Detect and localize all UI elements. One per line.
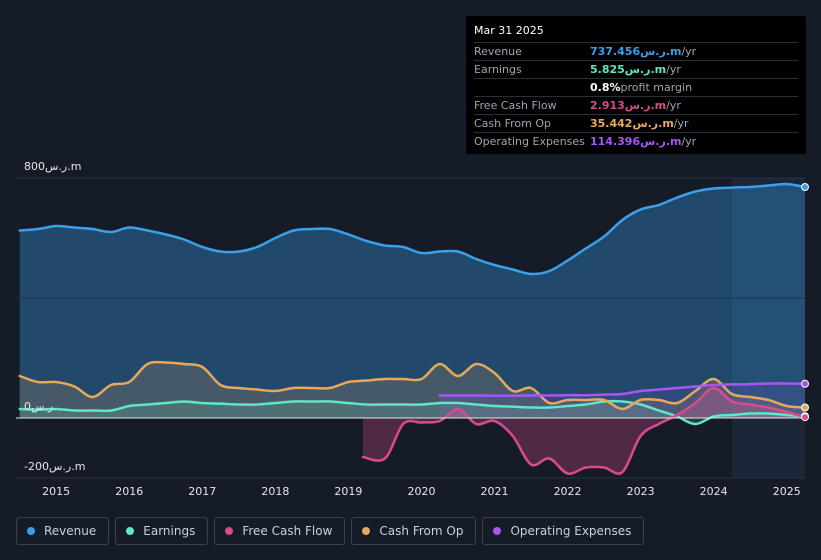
tooltip-label: Revenue xyxy=(474,45,522,58)
tooltip-row-revenue: Revenue 737.456ر.س.m /yr xyxy=(474,43,798,61)
tooltip-value: 2.913ر.س.m xyxy=(590,99,667,112)
tooltip-unit: /yr xyxy=(681,45,697,58)
y-axis-label-2: -200ر.س.m xyxy=(24,460,85,473)
earnings-area xyxy=(19,401,805,424)
y-axis-label-0: 800ر.س.m xyxy=(24,160,81,173)
legend-dot-icon xyxy=(225,527,234,535)
legend-dot-icon xyxy=(362,527,371,535)
legend-label: Operating Expenses xyxy=(510,524,632,538)
tooltip-row-operating-expenses: Operating Expenses 114.396ر.س.m /yr xyxy=(474,133,798,150)
tooltip-label: Cash From Op xyxy=(474,117,552,130)
tooltip-label: Free Cash Flow xyxy=(474,99,557,112)
revenue-line xyxy=(18,182,807,276)
legend-item-operating-expenses[interactable]: Operating Expenses xyxy=(482,517,645,545)
highlight-region xyxy=(731,178,805,478)
tooltip-row-earnings: Earnings 5.825ر.س.m /yr xyxy=(474,61,798,79)
plot-background xyxy=(16,178,805,478)
x-tick-2022: 2022 xyxy=(554,485,582,498)
x-tick-2024: 2024 xyxy=(700,485,728,498)
operating-expenses-end-point xyxy=(801,379,809,388)
revenue-area xyxy=(19,183,805,418)
legend-item-earnings[interactable]: Earnings xyxy=(115,517,209,545)
tooltip-unit: profit margin xyxy=(620,81,693,94)
x-tick-2025: 2025 xyxy=(773,485,801,498)
x-tick-2021: 2021 xyxy=(481,485,509,498)
tooltip-value: 0.8% xyxy=(590,81,621,94)
tooltip-unit: /yr xyxy=(681,135,697,148)
free-cash-flow-area xyxy=(363,387,805,474)
tooltip-value: 5.825ر.س.m xyxy=(590,63,667,76)
tooltip-value: 35.442ر.س.m xyxy=(590,117,674,130)
legend-dot-icon xyxy=(27,527,35,535)
legend-label: Earnings xyxy=(143,524,196,538)
legend-dot-icon xyxy=(493,527,502,535)
legend-label: Revenue xyxy=(44,524,97,538)
free-cash-flow-end-point xyxy=(801,413,809,422)
legend-item-cash-from-op[interactable]: Cash From Op xyxy=(351,517,477,545)
tooltip-date: Mar 31 2025 xyxy=(474,24,798,43)
x-tick-2020: 2020 xyxy=(407,485,435,498)
x-tick-2017: 2017 xyxy=(188,485,216,498)
tooltip-unit: /yr xyxy=(673,117,689,130)
legend-item-free-cash-flow[interactable]: Free Cash Flow xyxy=(214,517,346,545)
operating-expenses-line xyxy=(438,382,807,398)
x-tick-2016: 2016 xyxy=(115,485,143,498)
legend: Revenue Earnings Free Cash Flow Cash From O… xyxy=(16,517,645,545)
tooltip-row-free-cash-flow: Free Cash Flow 2.913ر.س.m /yr xyxy=(474,97,798,115)
free-cash-flow-line xyxy=(361,386,807,475)
tooltip-label xyxy=(474,79,590,96)
x-tick-2023: 2023 xyxy=(627,485,655,498)
x-tick-2019: 2019 xyxy=(334,485,362,498)
legend-dot-icon xyxy=(126,527,135,535)
cash-from-op-end-point xyxy=(801,403,809,412)
legend-label: Free Cash Flow xyxy=(242,524,333,538)
x-tick-2015: 2015 xyxy=(42,485,70,498)
tooltip-unit: /yr xyxy=(666,63,681,76)
tooltip-panel: Mar 31 2025 Revenue 737.456ر.س.m /yr Earni… xyxy=(466,16,806,154)
legend-label: Cash From Op xyxy=(379,524,464,538)
tooltip-value: 114.396ر.س.m xyxy=(590,135,682,148)
tooltip-row-cash-from-op: Cash From Op 35.442ر.س.m /yr xyxy=(474,115,798,133)
revenue-end-point xyxy=(801,183,809,191)
y-axis-label-1: 0ر.س. xyxy=(24,400,57,413)
tooltip-unit: /yr xyxy=(666,99,681,112)
tooltip-value: 737.456ر.س.m xyxy=(590,45,682,58)
legend-item-revenue[interactable]: Revenue xyxy=(16,517,110,545)
tooltip-label: Operating Expenses xyxy=(474,135,585,148)
tooltip-label: Earnings xyxy=(474,63,522,76)
tooltip-row-profit-margin: 0.8% profit margin xyxy=(474,79,798,97)
cash-from-op-line xyxy=(18,360,807,411)
x-tick-2018: 2018 xyxy=(261,485,289,498)
